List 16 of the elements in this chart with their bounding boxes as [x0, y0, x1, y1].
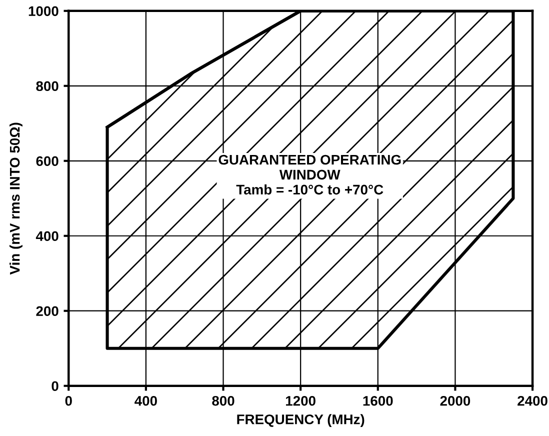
x-tick-label: 800 — [212, 396, 234, 406]
y-tick-label: 400 — [36, 231, 58, 242]
y-tick-label: 0 — [52, 381, 58, 392]
y-axis-title: Vin (mV rms INTO 50Ω) — [10, 122, 22, 275]
y-tick-label: 600 — [36, 156, 58, 166]
x-axis-title: FREQUENCY (MHz) — [237, 414, 364, 428]
x-tick-label: 400 — [134, 396, 157, 406]
y-tick-label: 200 — [36, 306, 58, 316]
x-tick-label: 2000 — [440, 396, 470, 406]
x-tick-label: 1600 — [363, 396, 393, 406]
y-tick-label: 800 — [36, 81, 58, 92]
x-tick-label: 2400 — [518, 396, 548, 406]
y-tick-label: 1000 — [28, 6, 58, 16]
x-tick-label: 0 — [65, 396, 72, 406]
annotation: GUARANTEED OPERATING WINDOW Tamb = -10°C to +70°C — [218, 154, 401, 195]
x-tick-label: 1200 — [286, 396, 316, 406]
